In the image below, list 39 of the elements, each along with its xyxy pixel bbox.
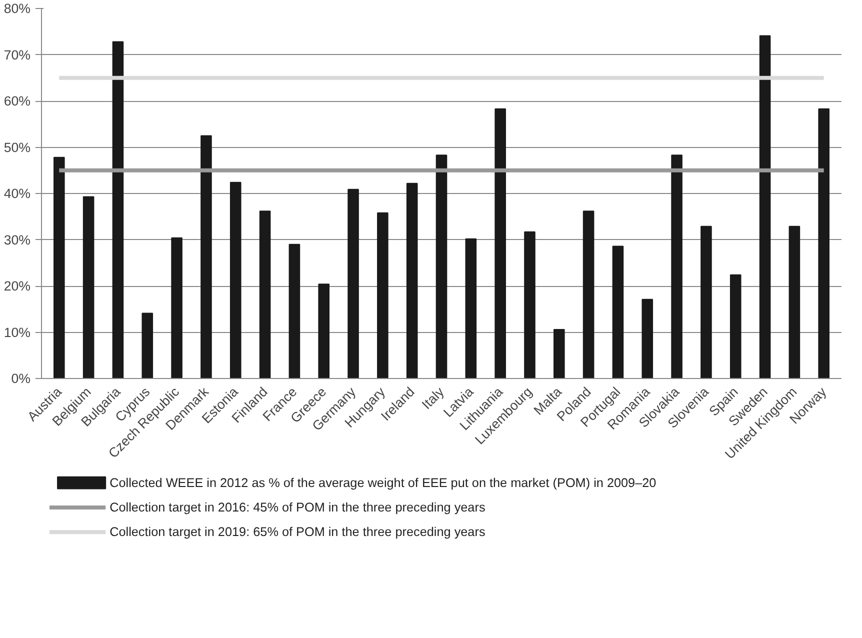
y-tick-label: 20%	[4, 278, 31, 294]
bar	[259, 210, 271, 378]
bar	[788, 226, 800, 378]
bar	[671, 154, 682, 378]
bar	[642, 298, 654, 378]
bar	[200, 135, 212, 378]
y-tick-label: 60%	[4, 94, 31, 108]
bar	[142, 312, 154, 378]
bar	[112, 41, 124, 378]
bar	[318, 284, 330, 378]
bar	[582, 210, 594, 378]
bar	[700, 226, 712, 378]
legend-label: Collection target in 2019: 65% of POM in the three preceding years	[110, 525, 486, 540]
bar	[230, 182, 242, 378]
y-tick-label: 80%	[4, 1, 31, 16]
bar	[465, 238, 477, 378]
legend-label: Collected WEEE in 2012 as % of the average weight of EEE put on the market (POM) in 2009–20	[110, 476, 656, 490]
bar	[554, 328, 565, 378]
y-tick-label: 40%	[4, 186, 31, 201]
bar	[82, 196, 94, 378]
bar	[436, 154, 448, 378]
y-tick-label: 0%	[11, 371, 31, 386]
y-tick-label: 30%	[4, 232, 31, 248]
legend-label: Collection target in 2016: 45% of POM in the three preceding years	[110, 500, 486, 514]
y-tick-label: 50%	[4, 140, 31, 155]
bar	[348, 188, 359, 378]
bar	[759, 35, 771, 378]
bar	[406, 182, 418, 378]
bar	[171, 237, 182, 378]
y-tick-label: 10%	[4, 324, 31, 340]
bar	[288, 244, 300, 378]
y-tick-label: 70%	[4, 47, 31, 62]
bar	[54, 156, 65, 378]
bar	[494, 108, 506, 378]
bar	[524, 231, 536, 378]
bar	[818, 108, 830, 378]
bar	[612, 246, 624, 378]
bar	[377, 212, 388, 378]
bar	[730, 274, 742, 378]
